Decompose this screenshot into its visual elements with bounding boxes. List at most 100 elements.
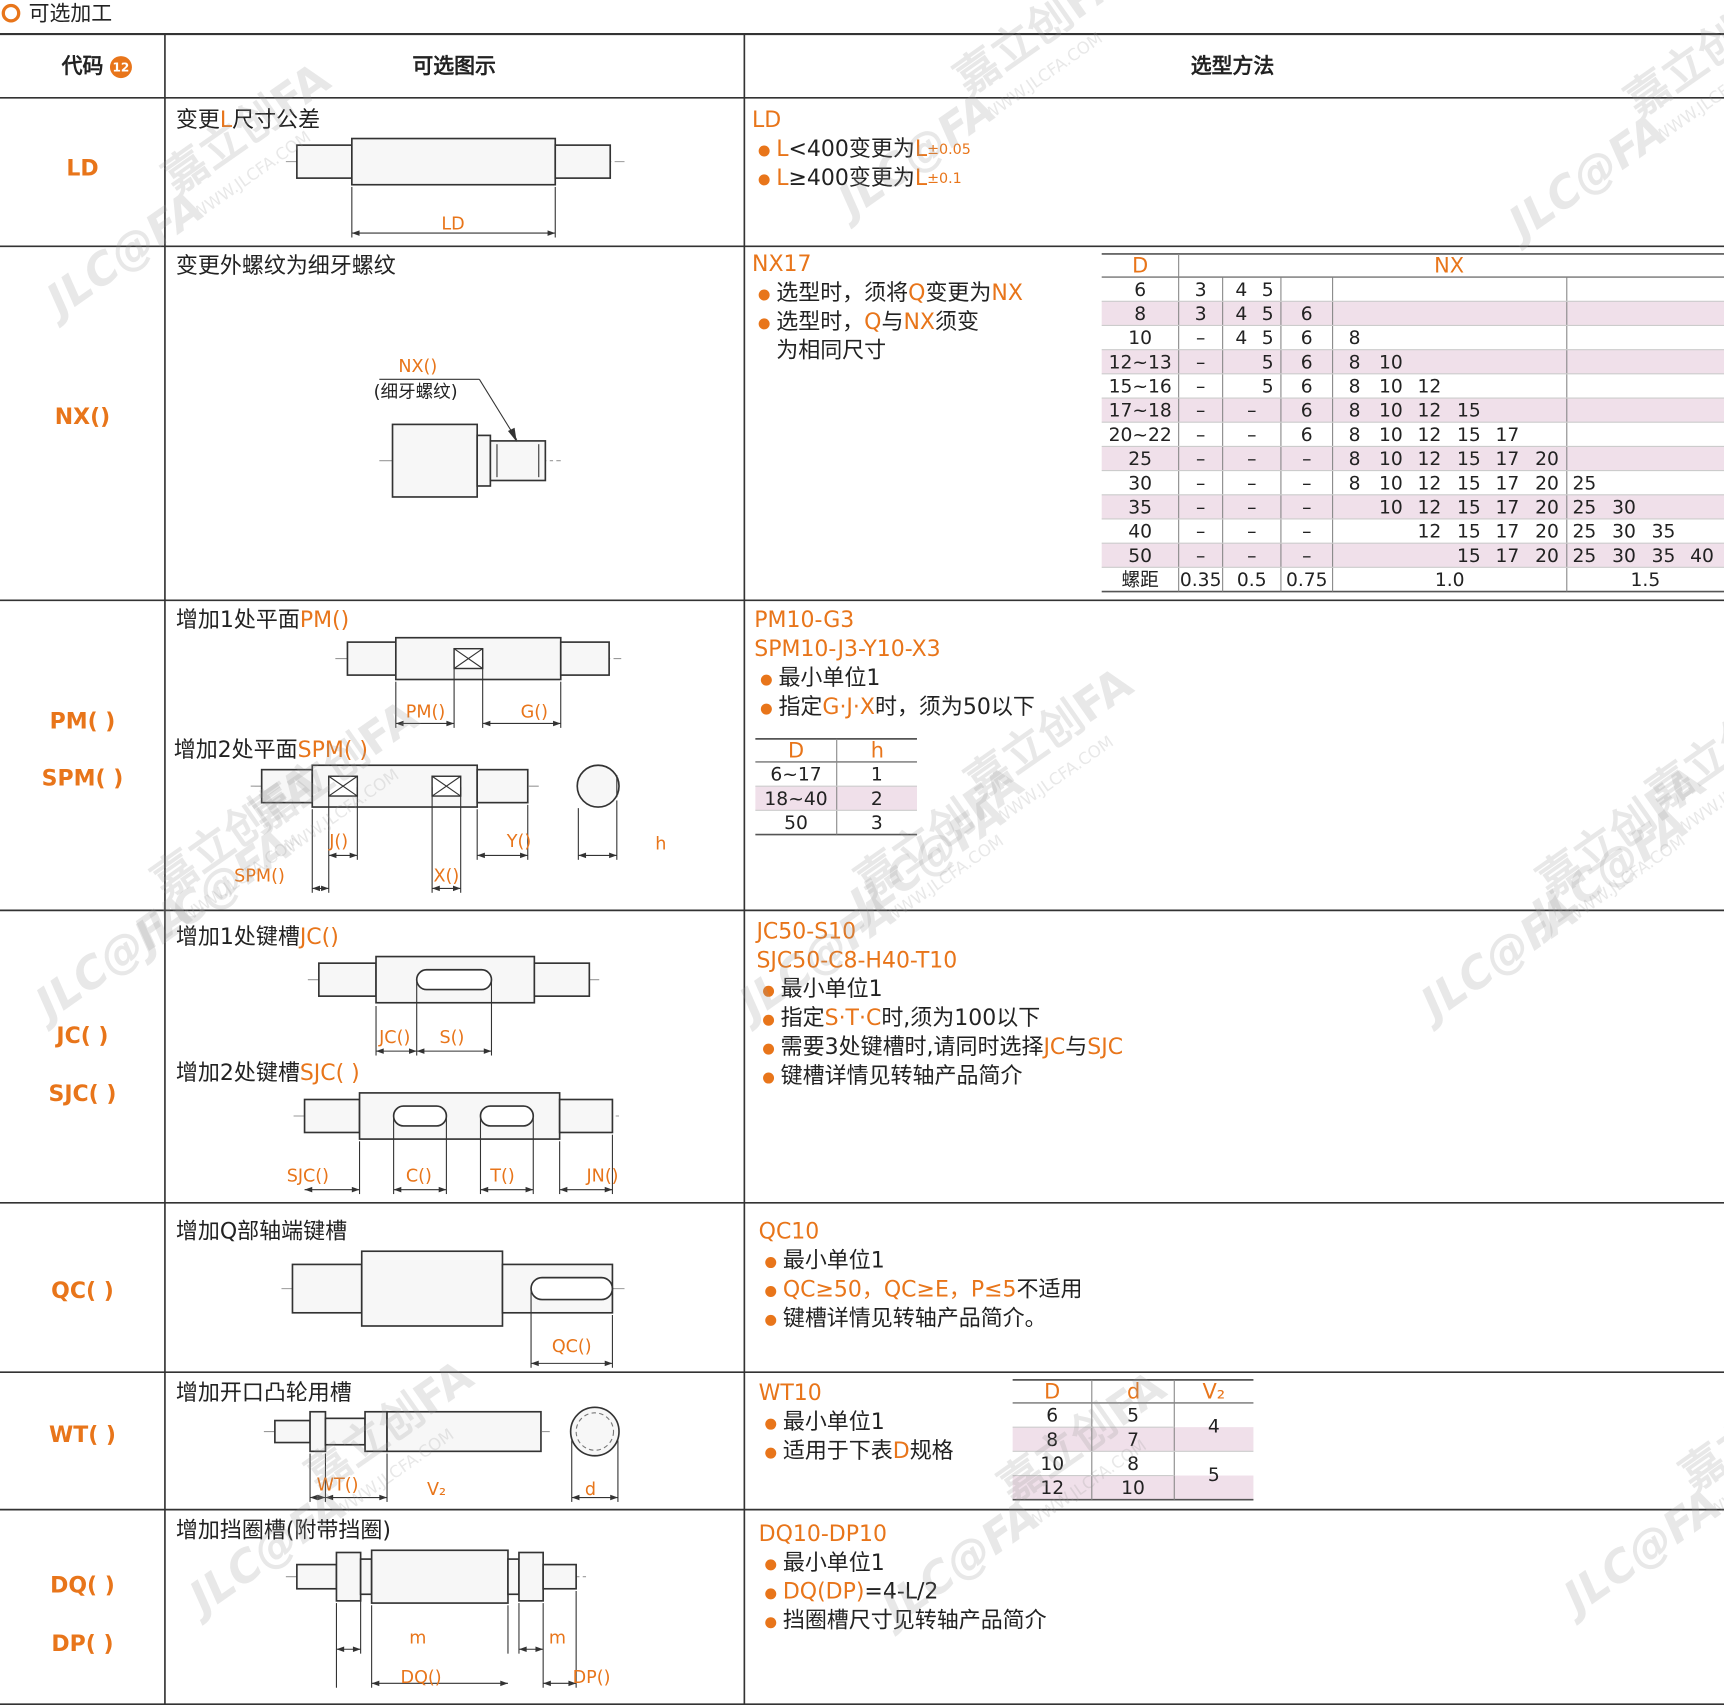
table-cell: 40 (1690, 546, 1714, 567)
text-run: 选型时， (776, 310, 864, 335)
table-cell: 6 (1301, 401, 1313, 422)
option-code: DP( ) (51, 1632, 113, 1657)
table-cell: – (1196, 328, 1205, 349)
accent-run: G·J·X (822, 695, 875, 720)
flat-mark (453, 648, 483, 669)
subscript-run: ±0.1 (927, 171, 962, 187)
table-cell: 30 (1128, 473, 1152, 494)
table-cell: 8 (1349, 449, 1361, 470)
table-cell: 10 (1379, 473, 1403, 494)
table-cell: 6~17 (770, 765, 821, 786)
arrow-head (446, 720, 455, 727)
watermark-logo: JLC@FA (1405, 885, 1587, 1034)
text-run: 增加开口凸轮用槽 (176, 1381, 352, 1406)
table-stripe (1101, 446, 1724, 471)
shaft-part (476, 768, 529, 804)
table-cell: – (1247, 401, 1256, 422)
method-line: L≥400变更为L±0.1 (776, 166, 962, 191)
table-stripe (1101, 398, 1724, 423)
method-code: SJC50-C8-H40-T10 (756, 948, 957, 973)
text-run: 增加挡圈槽(附带挡圈) (176, 1519, 391, 1544)
table-cell: 5 (1127, 1406, 1139, 1427)
dimension-label: Y() (506, 832, 531, 852)
section (569, 1406, 620, 1457)
table-cell: 3 (871, 813, 883, 834)
table-cell: 17 (1496, 449, 1520, 470)
table-cell: 6 (1301, 377, 1313, 398)
table-cell: 2 (871, 789, 883, 810)
accent-run: Q (908, 281, 925, 306)
table-cell: 12 (1417, 522, 1441, 543)
accent-run: JC (1041, 1035, 1065, 1060)
table-cell: 30 (1612, 522, 1636, 543)
accent-run: SJC( ) (300, 1061, 360, 1086)
table-cell: 20 (1535, 522, 1559, 543)
shaft-part (318, 962, 377, 997)
text-run: 最小单位1 (783, 1248, 885, 1273)
dimension-label: J() (328, 832, 348, 852)
shaft-part (296, 1563, 338, 1590)
header-code: 代码 (61, 54, 104, 78)
arrow-head (525, 1186, 534, 1193)
table-cell: 8 (1349, 401, 1361, 422)
table-cell: 15 (1457, 449, 1481, 470)
arrow-head (477, 852, 485, 859)
table-cell: 0.35 (1180, 570, 1222, 591)
text-run: 时，须为50以下 (875, 695, 1035, 720)
watermark-logo: JLC@FA (20, 885, 202, 1034)
table-cell: 10 (1379, 352, 1403, 373)
table-cell: 0.5 (1237, 570, 1267, 591)
table-cell: 15 (1457, 497, 1481, 518)
table-cell: 6 (1301, 352, 1313, 373)
table-cell: 50 (1128, 546, 1152, 567)
table-cell: 1.5 (1631, 570, 1661, 591)
table-header: D (1044, 1380, 1060, 1404)
table-stripe (1101, 349, 1724, 374)
diagram-caption: 变更L尺寸公差 (176, 108, 320, 133)
method-code: PM10-G3 (754, 608, 854, 633)
diagram-caption: 增加挡圈槽(附带挡圈) (176, 1519, 391, 1544)
table-cell: 6 (1046, 1406, 1058, 1427)
arrow-head (310, 1494, 318, 1501)
text-run: 选型时，须将 (776, 281, 908, 306)
method-line: L<400变更为L±0.05 (776, 137, 971, 162)
shaft-part (370, 1549, 509, 1604)
shaft-part (386, 1410, 542, 1453)
table-cell: 17 (1496, 497, 1520, 518)
dimension-label: SJC() (287, 1166, 329, 1186)
table-cell: 15 (1457, 425, 1481, 446)
option-code: WT( ) (49, 1423, 116, 1448)
header-method: 选型方法 (1191, 54, 1275, 78)
table-cell: 8 (1349, 473, 1361, 494)
table-cell: 25 (1572, 497, 1596, 518)
table-cell: 8 (1349, 328, 1361, 349)
option-code: LD (66, 156, 98, 181)
shaft-part (346, 641, 397, 676)
arrow-head (432, 885, 440, 892)
accent-run: Q (864, 310, 881, 335)
arrow-head (507, 427, 517, 442)
arrow-head (371, 1680, 380, 1687)
accent-run: S·T·C (825, 1006, 882, 1031)
diagram-caption: 增加1处平面PM() (176, 608, 349, 633)
table-cell: 8 (1046, 1430, 1058, 1451)
shaft-part (533, 962, 591, 997)
table-cell: 8 (1349, 377, 1361, 398)
method-line: 键槽详情见转轴产品简介。 (783, 1306, 1047, 1331)
text-run: 键槽详情见转轴产品简介 (781, 1064, 1023, 1089)
accent-run: L (220, 108, 233, 133)
text-run: 与 (881, 310, 903, 335)
text-run: 增加1处平面 (176, 608, 300, 633)
table-cell: 35 (1128, 497, 1152, 518)
table-cell: 10 (1379, 449, 1403, 470)
table-cell: 8 (1349, 352, 1361, 373)
dimension-label: DP() (573, 1668, 611, 1688)
dimension-label: m (409, 1628, 426, 1648)
arrow-head (483, 1048, 492, 1054)
bullet (765, 1447, 777, 1459)
bullet (760, 703, 772, 715)
table-cell: 螺距 (1121, 570, 1158, 591)
table-cell: 5 (1262, 304, 1274, 325)
text-run: 变更为 (925, 281, 991, 306)
